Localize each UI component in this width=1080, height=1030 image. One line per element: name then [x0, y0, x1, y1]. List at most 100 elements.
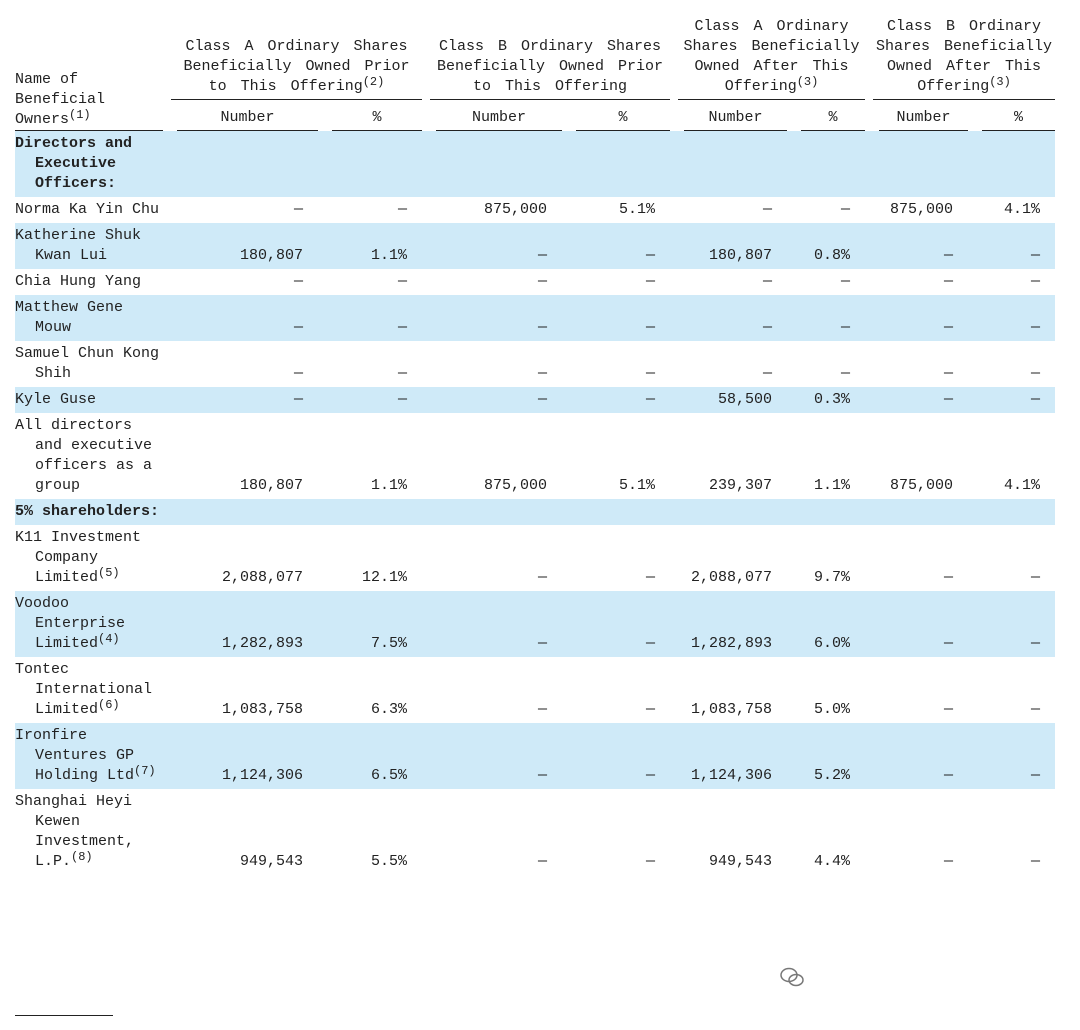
value-cell: 2,088,077	[221, 569, 303, 586]
value-cell: 0.8%	[814, 247, 851, 264]
value-cell: —	[397, 391, 407, 408]
footnote-ref: (3)	[989, 75, 1011, 89]
value-cell: —	[646, 701, 656, 718]
subheader-row: Number% Number% Number% Number%	[15, 100, 1056, 131]
owner-name-cell: Shanghai Heyi Kewen Investment, L.P.(8)	[15, 789, 163, 875]
header-row: Name of Beneficial Owners(1) Class A Ordi…	[15, 8, 1056, 131]
value-cell: 1,124,306	[691, 767, 773, 784]
owner-name: Kyle Guse	[15, 391, 97, 408]
value-cell: —	[763, 319, 773, 336]
subheader-cell: Number	[422, 100, 562, 131]
value-cell: —	[944, 247, 954, 264]
value-cell: 1,083,758	[221, 701, 303, 718]
owner-name: Matthew Gene Mouw	[15, 299, 124, 336]
value-cell: 5.2%	[814, 767, 851, 784]
value-cell: 6.3%	[370, 701, 407, 718]
owner-name: Tontec International Limited	[15, 661, 153, 718]
value-cell: —	[646, 569, 656, 586]
value-cell: 1.1%	[370, 247, 407, 264]
owner-row: Tontec International Limited(6) 1,083,758…	[15, 657, 1055, 723]
value-cell: 4.1%	[1004, 477, 1041, 494]
value-cell: 4.4%	[814, 853, 851, 870]
value-cell: —	[397, 365, 407, 382]
empty-cell	[670, 499, 787, 525]
value-cell: —	[537, 569, 547, 586]
empty-cell	[318, 131, 422, 197]
empty-cell	[968, 499, 1055, 525]
value-cell: 180,807	[239, 247, 303, 264]
empty-cell	[865, 499, 968, 525]
value-cell: —	[646, 635, 656, 652]
value-cell: —	[1031, 853, 1041, 870]
value-cell: 875,000	[483, 201, 547, 218]
value-cell: 180,807	[239, 477, 303, 494]
owner-name: Ironfire Ventures GP Holding Ltd	[15, 727, 135, 784]
group-header-cell: Class B Ordinary Shares Beneficially Own…	[422, 8, 671, 100]
value-cell: —	[841, 365, 851, 382]
footnote-ref: (8)	[71, 850, 93, 864]
watermark	[780, 966, 804, 991]
owner-name-cell: Kyle Guse	[15, 387, 163, 413]
value-cell: —	[293, 273, 303, 290]
value-cell: 1,083,758	[691, 701, 773, 718]
empty-cell	[968, 131, 1055, 197]
subheader: %	[982, 100, 1056, 131]
value-cell: —	[841, 319, 851, 336]
value-cell: —	[1031, 365, 1041, 382]
value-cell: 5.1%	[619, 477, 656, 494]
group-header-cell: Class B Ordinary Shares Beneficially Own…	[865, 8, 1056, 100]
owner-name: Chia Hung Yang	[15, 273, 142, 290]
owner-name: Samuel Chun Kong Shih	[15, 345, 160, 382]
value-cell: —	[646, 365, 656, 382]
owner-name-cell: Chia Hung Yang	[15, 269, 163, 295]
owner-name-cell: All directors and executive officers as …	[15, 413, 163, 499]
footnote-ref: (5)	[98, 566, 120, 580]
value-cell: —	[646, 853, 656, 870]
value-cell: —	[537, 273, 547, 290]
value-cell: 949,543	[709, 853, 773, 870]
value-cell: —	[646, 767, 656, 784]
value-cell: —	[944, 319, 954, 336]
value-cell: —	[944, 365, 954, 382]
value-cell: —	[537, 701, 547, 718]
value-cell: —	[646, 247, 656, 264]
subheader: Number	[684, 100, 788, 131]
value-cell: 2,088,077	[691, 569, 773, 586]
table-header: Name of Beneficial Owners(1) Class A Ordi…	[15, 8, 1056, 131]
value-cell: 875,000	[483, 477, 547, 494]
value-cell: —	[1031, 701, 1041, 718]
group-header-cell: Class A Ordinary Shares Beneficially Own…	[670, 8, 866, 100]
value-cell: —	[1031, 391, 1041, 408]
owner-name: Voodoo Enterprise Limited	[15, 595, 126, 652]
footnote-ref: (4)	[98, 632, 120, 646]
empty-cell	[865, 131, 968, 197]
value-cell: —	[763, 201, 773, 218]
value-cell: —	[1031, 319, 1041, 336]
footnote-rule	[15, 1015, 113, 1016]
owner-row: Ironfire Ventures GP Holding Ltd(7) 1,124…	[15, 723, 1056, 789]
owner-row: Katherine Shuk Kwan Lui 180,807 1.1% — — 180,…	[15, 223, 1056, 269]
subheader-cell: %	[968, 100, 1056, 131]
value-cell: —	[537, 391, 547, 408]
owner-name: Norma Ka Yin Chu	[15, 201, 160, 218]
value-cell: —	[944, 391, 954, 408]
owner-row: Norma Ka Yin Chu — — 875,000 5.1% — — 875,000 4.…	[15, 197, 1055, 223]
value-cell: 875,000	[890, 477, 954, 494]
value-cell: —	[646, 391, 656, 408]
table-body: Directors and Executive Officers: Norma K…	[15, 131, 1056, 875]
subheader: %	[332, 100, 422, 131]
value-cell: —	[1031, 273, 1041, 290]
value-cell: —	[537, 853, 547, 870]
section-row: Directors and Executive Officers:	[15, 131, 1056, 197]
value-cell: —	[841, 273, 851, 290]
value-cell: —	[293, 201, 303, 218]
value-cell: —	[944, 569, 954, 586]
value-cell: —	[1031, 635, 1041, 652]
empty-cell	[422, 131, 562, 197]
subheader-cell: %	[787, 100, 866, 131]
name-header-cell: Name of Beneficial Owners(1)	[15, 8, 163, 131]
value-cell: —	[397, 201, 407, 218]
value-cell: —	[537, 767, 547, 784]
value-cell: 58,500	[718, 391, 773, 408]
value-cell: —	[944, 853, 954, 870]
